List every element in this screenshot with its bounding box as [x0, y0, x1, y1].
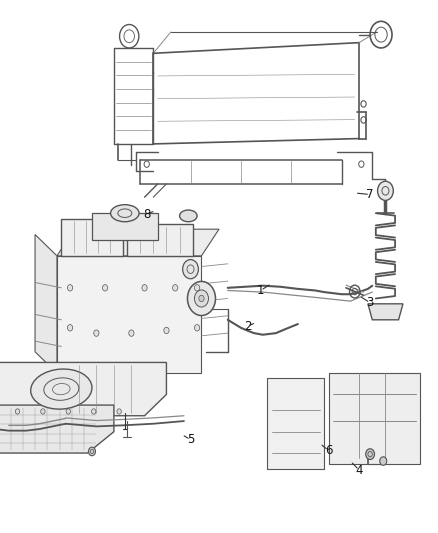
- Circle shape: [117, 409, 121, 414]
- Ellipse shape: [110, 205, 139, 222]
- Circle shape: [194, 325, 200, 331]
- Text: 3: 3: [367, 296, 374, 309]
- Circle shape: [173, 285, 178, 291]
- Circle shape: [366, 449, 374, 459]
- Polygon shape: [368, 304, 403, 320]
- Circle shape: [66, 409, 71, 414]
- Text: 4: 4: [355, 464, 363, 477]
- Ellipse shape: [180, 210, 197, 222]
- Text: 6: 6: [325, 444, 332, 457]
- Circle shape: [94, 330, 99, 336]
- Circle shape: [380, 457, 387, 465]
- Polygon shape: [57, 229, 219, 256]
- Polygon shape: [92, 213, 158, 240]
- Circle shape: [92, 409, 96, 414]
- Polygon shape: [328, 373, 420, 464]
- Circle shape: [41, 409, 45, 414]
- Circle shape: [183, 260, 198, 279]
- Text: 2: 2: [244, 320, 251, 333]
- Polygon shape: [127, 224, 193, 256]
- Circle shape: [194, 285, 200, 291]
- Polygon shape: [0, 405, 114, 453]
- Polygon shape: [267, 378, 324, 469]
- Text: 7: 7: [366, 188, 374, 201]
- Circle shape: [67, 325, 73, 331]
- Polygon shape: [35, 235, 57, 373]
- Circle shape: [129, 330, 134, 336]
- Circle shape: [15, 409, 20, 414]
- Circle shape: [142, 285, 147, 291]
- Polygon shape: [61, 219, 123, 256]
- Circle shape: [194, 290, 208, 307]
- Circle shape: [67, 285, 73, 291]
- Circle shape: [88, 447, 95, 456]
- Circle shape: [199, 295, 204, 302]
- Polygon shape: [0, 362, 166, 416]
- Circle shape: [102, 285, 108, 291]
- Text: 1: 1: [257, 284, 265, 297]
- Ellipse shape: [31, 369, 92, 409]
- Circle shape: [187, 281, 215, 316]
- Circle shape: [378, 181, 393, 200]
- Polygon shape: [57, 256, 201, 373]
- Circle shape: [164, 327, 169, 334]
- Text: 5: 5: [187, 433, 194, 446]
- Text: 8: 8: [143, 208, 150, 221]
